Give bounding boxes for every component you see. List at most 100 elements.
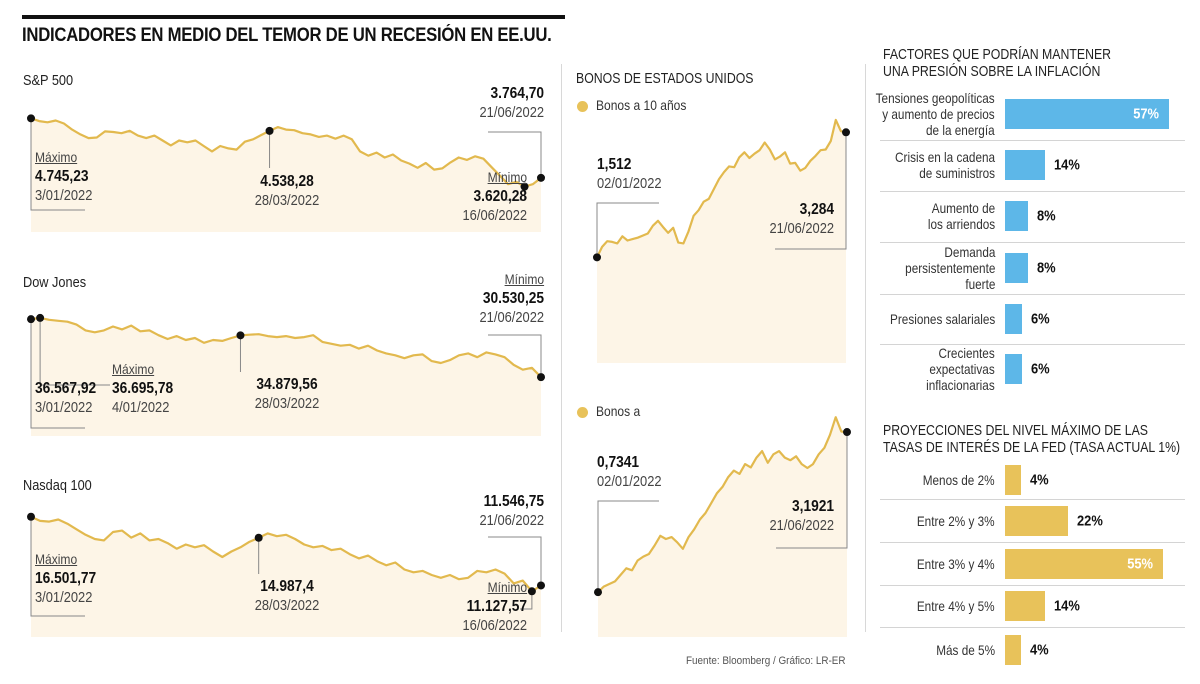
bar-value-label: 22% bbox=[1077, 512, 1104, 530]
nasdaq100-series-line bbox=[30, 515, 542, 593]
bar bbox=[1005, 303, 1023, 334]
factores-bar-row: Crisis en la cadena de suministros 14% bbox=[880, 140, 1185, 190]
annotation-value: 1,512 bbox=[597, 156, 632, 173]
bonosa-annotation-last: 3,1921 21/06/2022 bbox=[769, 497, 834, 535]
dowjones-data-point bbox=[537, 373, 545, 382]
bar-category-label-line: Aumento de bbox=[931, 200, 995, 216]
dowjones-annotation-min: Mínimo 30.530,25 21/06/2022 bbox=[479, 270, 544, 327]
annotation-date: 3/01/2022 bbox=[35, 589, 93, 606]
bar-category-label: Entre 3% y 4% bbox=[917, 556, 995, 572]
nasdaq100-data-point bbox=[254, 533, 263, 542]
bar bbox=[1005, 465, 1021, 495]
bar-category-label: Demanda persistentemente fuerte bbox=[905, 244, 995, 292]
bar-category-label: Crecientes expectativas inflacionarias bbox=[926, 345, 995, 393]
annotation-date: 28/03/2022 bbox=[254, 395, 320, 412]
bonosa-series-line bbox=[597, 416, 848, 593]
dowjones-data-point bbox=[36, 313, 45, 322]
dowjones-title: Dow Jones bbox=[23, 274, 87, 291]
bar-value-label: 6% bbox=[1031, 310, 1050, 327]
bar-category-label-line: Entre 3% y 4% bbox=[917, 556, 995, 572]
annotation-date: 28/03/2022 bbox=[254, 597, 320, 614]
legend-dot-icon bbox=[577, 101, 588, 112]
bar-value-label: 14% bbox=[1054, 156, 1081, 174]
proyecciones-title: PROYECCIONES DEL NIVEL MÁXIMO DE LAS TAS… bbox=[883, 422, 1180, 456]
title-rule bbox=[22, 15, 565, 19]
proyecciones-bar-row: Entre 3% y 4% 55% bbox=[880, 543, 1185, 585]
bar-category-label-line: persistentemente bbox=[904, 259, 995, 276]
factores-bar-row: Presiones salariales 6% bbox=[880, 294, 1185, 343]
bonos10-leader-line bbox=[775, 132, 847, 250]
bonosa-data-point bbox=[594, 588, 602, 597]
factores-bar-row: Demanda persistentemente fuerte 8% bbox=[880, 242, 1185, 293]
sp500-data-point bbox=[265, 126, 274, 135]
sp500-data-point bbox=[520, 182, 529, 191]
annotation-date: 02/01/2022 bbox=[597, 175, 662, 192]
bar-value-label: 57% bbox=[1133, 105, 1159, 123]
column-divider-left bbox=[561, 64, 562, 632]
bar-category-label: Aumento de los arriendos bbox=[928, 200, 995, 232]
bonosa-annotation-first: 0,7341 02/01/2022 bbox=[597, 453, 662, 491]
sp500-leader-line bbox=[505, 186, 526, 201]
annotation-date: 16/06/2022 bbox=[462, 617, 527, 634]
bonos10-annotation-first: 1,512 02/01/2022 bbox=[597, 155, 662, 193]
bar-category-label: Crisis en la cadena de suministros bbox=[895, 149, 995, 181]
dowjones-area bbox=[31, 317, 541, 436]
dowjones-leader-line bbox=[30, 319, 85, 429]
nasdaq-title: Nasdaq 100 bbox=[23, 477, 92, 494]
annotation-value: 16.501,77 bbox=[35, 570, 97, 587]
annotation-value: 30.530,25 bbox=[482, 290, 544, 307]
dowjones-chart bbox=[27, 313, 545, 436]
annotation-value: 4.745,23 bbox=[35, 168, 89, 185]
bonos10-area bbox=[597, 119, 846, 364]
bonos-title: BONOS DE ESTADOS UNIDOS bbox=[576, 70, 754, 87]
nasdaq-annotation-max: Máximo 16.501,77 3/01/2022 bbox=[35, 550, 96, 607]
bar bbox=[1005, 549, 1164, 579]
bar-category-label-line: Entre 2% y 3% bbox=[917, 513, 995, 529]
factores-title-line1: FACTORES QUE PODRÍAN MANTENER bbox=[883, 46, 1112, 63]
bar-category-label-line: Más de 5% bbox=[936, 641, 995, 658]
annotation-value: 3,284 bbox=[799, 201, 834, 218]
bonosa-leader-line bbox=[776, 432, 848, 549]
bar-category-label-line: Entre 4% y 5% bbox=[917, 598, 995, 614]
bonos10-chart bbox=[593, 118, 850, 364]
annotation-date: 21/06/2022 bbox=[769, 517, 834, 534]
annotation-value: 3.620,28 bbox=[473, 188, 527, 205]
nasdaq100-data-point bbox=[27, 512, 35, 521]
bonos10-data-point bbox=[842, 128, 850, 137]
bar-category-label-line: inflacionarias bbox=[926, 377, 995, 393]
bar bbox=[1005, 506, 1069, 536]
column-divider-right bbox=[865, 64, 866, 632]
nasdaq100-leader-line bbox=[488, 536, 542, 586]
sp500-data-point bbox=[537, 173, 545, 182]
nasdaq-annotation-mid: 14.987,4 28/03/2022 bbox=[231, 577, 343, 615]
annotation-date: 28/03/2022 bbox=[254, 192, 320, 209]
sp500-data-point bbox=[27, 114, 35, 123]
nasdaq100-leader-line bbox=[520, 591, 533, 610]
nasdaq100-leader-line bbox=[30, 516, 85, 617]
sp500-series-line bbox=[30, 117, 542, 188]
bar-value-label: 8% bbox=[1037, 259, 1056, 276]
bar-category-label-line: los arriendos bbox=[927, 216, 995, 232]
legend-dot-icon bbox=[577, 407, 588, 418]
bar-value-label: 4% bbox=[1030, 471, 1049, 489]
row-divider bbox=[880, 585, 1185, 586]
bar-value-label: 6% bbox=[1031, 360, 1050, 378]
annotation-label: Mínimo bbox=[504, 271, 544, 287]
source-note: Fuente: Bloomberg / Gráfico: LR-ER bbox=[686, 655, 846, 667]
annotation-date: 21/06/2022 bbox=[479, 104, 544, 121]
annotation-label: Mínimo bbox=[487, 579, 527, 595]
sp500-annotation-mid: 4.538,28 28/03/2022 bbox=[231, 172, 343, 210]
dowjones-annotation-mid: 34.879,56 28/03/2022 bbox=[231, 375, 343, 413]
bonos10-data-point bbox=[593, 253, 601, 262]
annotation-date: 21/06/2022 bbox=[479, 309, 544, 326]
annotation-value: 14.987,4 bbox=[260, 578, 314, 595]
bonos10-leader-line bbox=[596, 202, 659, 258]
bar-category-label-line: Presiones salariales bbox=[889, 310, 995, 327]
annotation-value: 4.538,28 bbox=[260, 173, 314, 190]
bar-value-label: 55% bbox=[1127, 555, 1154, 573]
bonosa-area bbox=[598, 417, 847, 637]
annotation-date: 21/06/2022 bbox=[769, 220, 834, 237]
bar bbox=[1005, 99, 1169, 129]
sp500-leader-line bbox=[488, 131, 542, 178]
bar bbox=[1005, 252, 1029, 283]
